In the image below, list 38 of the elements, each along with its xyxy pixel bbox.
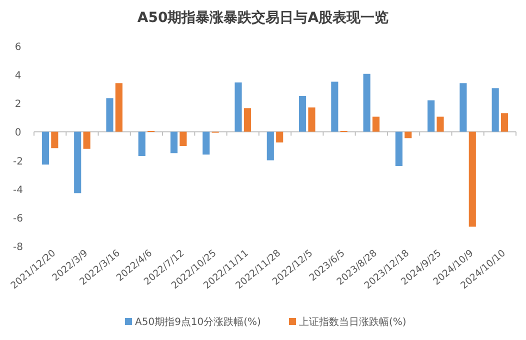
bar (51, 132, 58, 148)
y-tick-label: -6 (13, 213, 23, 224)
y-tick-label: 2 (14, 99, 22, 110)
bar (74, 132, 82, 194)
bar (404, 132, 412, 138)
bar (492, 88, 499, 132)
bar (460, 83, 467, 132)
bar (202, 132, 210, 155)
bar (83, 132, 90, 149)
y-tick-label: 6 (14, 42, 22, 53)
chart-title: A50期指暴涨暴跌交易日与A股表现一览 (137, 9, 389, 26)
bar (436, 116, 444, 132)
bar (42, 132, 50, 165)
y-tick-label: 4 (14, 70, 22, 82)
bar (266, 132, 274, 160)
y-tick-label: -8 (13, 242, 23, 253)
legend-label: A50期指9点10分涨跌幅(%) (135, 316, 262, 328)
bar (500, 113, 508, 132)
bar (395, 132, 402, 166)
bar (138, 132, 146, 156)
bar (299, 96, 306, 132)
bar (234, 82, 242, 132)
bar (170, 132, 178, 154)
legend-label: 上证指数当日涨跌幅(%) (299, 316, 406, 328)
bar (115, 83, 122, 132)
bar (372, 116, 380, 132)
bar (468, 132, 476, 227)
bar (106, 98, 114, 132)
y-tick-label: 0 (14, 128, 22, 139)
bar (428, 100, 435, 132)
bar (180, 132, 187, 146)
bar (244, 108, 251, 132)
bar (276, 132, 284, 142)
y-tick-label: -2 (13, 156, 23, 168)
bar (363, 74, 370, 132)
y-tick-label: -4 (13, 184, 23, 196)
bar (331, 82, 338, 132)
bar (308, 107, 316, 132)
